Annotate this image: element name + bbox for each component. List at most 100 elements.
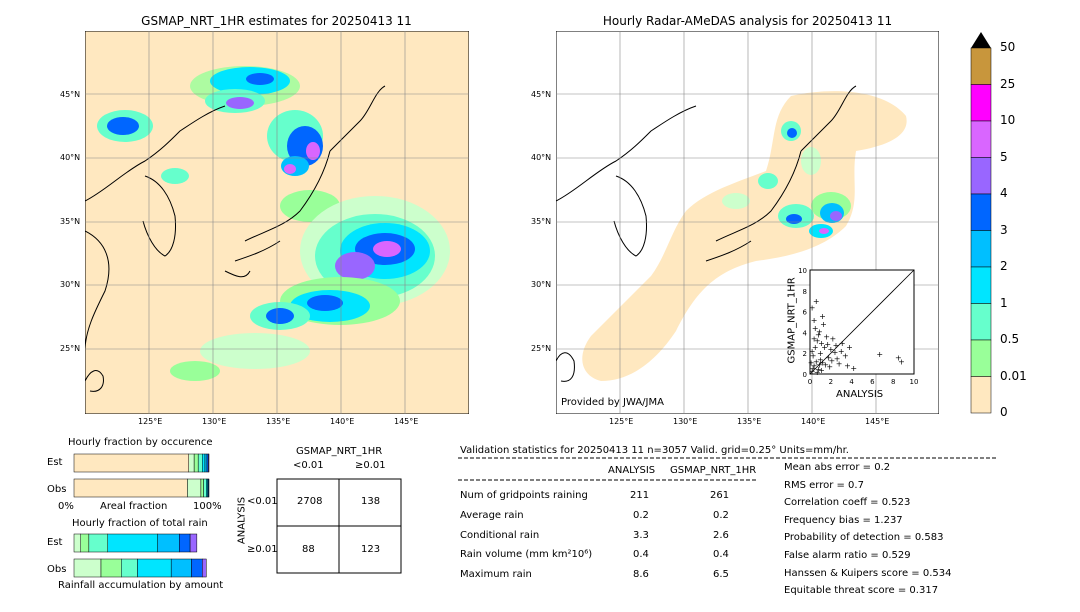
scatter-point: + bbox=[838, 347, 845, 356]
row-analysis-1: 0.2 bbox=[633, 510, 649, 521]
colorbar-label: 0.01 bbox=[1000, 368, 1027, 383]
stacked-bar-segment bbox=[170, 558, 192, 578]
row-analysis-3: 0.4 bbox=[633, 549, 649, 560]
row-gsmap-1: 0.2 bbox=[713, 510, 729, 521]
scatter-point: + bbox=[828, 356, 835, 365]
colorbar-segment bbox=[970, 84, 992, 122]
scatter-point: + bbox=[814, 368, 821, 377]
metric-line: Probability of detection = 0.583 bbox=[784, 532, 944, 544]
right-map-title: Hourly Radar-AMeDAS analysis for 2025041… bbox=[602, 14, 893, 28]
scatter-point: + bbox=[815, 365, 822, 374]
scatter-point: + bbox=[816, 327, 823, 336]
row-analysis-0: 211 bbox=[630, 490, 650, 501]
right-analysis-mask bbox=[582, 91, 907, 382]
stacked-bar-segment bbox=[100, 558, 122, 578]
colorbar-segment bbox=[970, 266, 992, 304]
scatter-point: + bbox=[832, 348, 839, 357]
stacked-bar-segment bbox=[200, 478, 204, 498]
stacked-bar-segment bbox=[88, 533, 108, 553]
scatter-x-tick: 8 bbox=[891, 378, 895, 386]
metric-line: Hanssen & Kuipers score = 0.534 bbox=[784, 567, 952, 579]
occ-title: Hourly fraction by occurence bbox=[68, 437, 213, 448]
colorbar-label: 3 bbox=[1000, 222, 1008, 237]
row-label-4: Maximum rain bbox=[460, 569, 532, 580]
metric-line: Frequency bias = 1.237 bbox=[784, 514, 903, 526]
row-gsmap-2: 2.6 bbox=[713, 530, 729, 541]
row-label-2: Conditional rain bbox=[460, 530, 540, 541]
colorbar-segment bbox=[970, 193, 992, 231]
colorbar bbox=[970, 32, 992, 414]
occ-xlabel: Areal fraction bbox=[100, 501, 168, 512]
occ-est-label: Est bbox=[47, 457, 63, 468]
metric-line: Equitable threat score = 0.317 bbox=[784, 585, 939, 597]
scatter-y-tick: 2 bbox=[803, 350, 807, 358]
stacked-bar-segment bbox=[107, 533, 158, 553]
colorbar-label: 25 bbox=[1000, 76, 1016, 91]
scatter-point: + bbox=[818, 366, 825, 375]
scatter-point: + bbox=[898, 358, 905, 367]
right-lat-25: 25°N bbox=[531, 344, 552, 353]
stats-rule bbox=[458, 479, 756, 481]
scatter-x-tick: 0 bbox=[808, 378, 812, 386]
colorbar-segment bbox=[970, 339, 992, 377]
left-map bbox=[85, 31, 469, 414]
rain-title: Hourly fraction of total rain bbox=[72, 518, 208, 529]
scatter-point: + bbox=[822, 361, 829, 370]
ct-row-axis: ANALYSIS bbox=[236, 496, 248, 545]
stacked-bar-segment bbox=[73, 558, 102, 578]
scatter-y-tick: 6 bbox=[803, 309, 808, 317]
scatter-point: + bbox=[844, 362, 851, 371]
stacked-bar-segment bbox=[202, 558, 207, 578]
scatter-point: + bbox=[833, 341, 840, 350]
stacked-bar-segment bbox=[157, 533, 180, 553]
scatter-point: + bbox=[809, 367, 816, 376]
scatter-point: + bbox=[812, 343, 819, 352]
scatter-point: + bbox=[821, 343, 828, 352]
stacked-bar-segment bbox=[204, 453, 208, 473]
scatter-point: + bbox=[846, 343, 853, 352]
row-label-1: Average rain bbox=[460, 510, 524, 521]
right-lat-30: 30°N bbox=[531, 280, 552, 289]
scatter-point: + bbox=[839, 339, 846, 348]
ct-cell-10: 88 bbox=[302, 544, 315, 555]
scatter-point: + bbox=[830, 335, 837, 344]
scatter-point: + bbox=[809, 347, 816, 356]
occ-bars bbox=[73, 453, 210, 498]
stacked-bar-segment bbox=[121, 558, 138, 578]
row-gsmap-0: 261 bbox=[710, 490, 730, 501]
stacked-bar-segment bbox=[73, 478, 188, 498]
stacked-bar-segment bbox=[208, 478, 210, 498]
scatter-point: + bbox=[817, 349, 824, 358]
stacked-bar-segment bbox=[73, 533, 81, 553]
scatter-point: + bbox=[810, 351, 817, 360]
colorbar-label: 2 bbox=[1000, 259, 1008, 273]
colorbar-label: 0 bbox=[1000, 405, 1008, 419]
colorbar-segment bbox=[970, 230, 992, 268]
scatter-point: + bbox=[834, 354, 841, 363]
stacked-bar-segment bbox=[188, 453, 195, 473]
colorbar-segment bbox=[970, 303, 992, 341]
colorbar-label: 4 bbox=[1000, 186, 1008, 200]
scatter-point: + bbox=[816, 361, 823, 370]
left-lat-35: 35°N bbox=[60, 217, 81, 226]
stacked-bar-segment bbox=[137, 558, 172, 578]
right-coastline bbox=[556, 85, 857, 382]
colorbar-segment bbox=[970, 47, 992, 85]
scatter-point: + bbox=[813, 297, 820, 306]
scatter-point: + bbox=[813, 358, 820, 367]
left-lon-145: 145°E bbox=[394, 417, 419, 426]
occ-tick-0: 0% bbox=[58, 501, 74, 512]
right-lon-140: 140°E bbox=[801, 417, 826, 426]
scatter-x-ticks: 0 2 4 6 8 10 bbox=[808, 378, 919, 386]
stacked-bar-segment bbox=[208, 453, 210, 473]
ct-row-lt: <0.01 bbox=[247, 496, 278, 507]
metric-line: RMS error = 0.7 bbox=[784, 479, 864, 491]
scatter-point: + bbox=[808, 359, 815, 368]
stacked-bar-segment bbox=[179, 533, 191, 553]
scatter-point: + bbox=[819, 312, 826, 321]
scatter-point: + bbox=[811, 362, 818, 371]
scatter-point: + bbox=[826, 363, 833, 372]
row-gsmap-3: 0.4 bbox=[713, 549, 729, 560]
scatter-x-tick: 10 bbox=[910, 378, 919, 386]
left-map-title: GSMAP_NRT_1HR estimates for 20250413 11 bbox=[141, 14, 412, 28]
